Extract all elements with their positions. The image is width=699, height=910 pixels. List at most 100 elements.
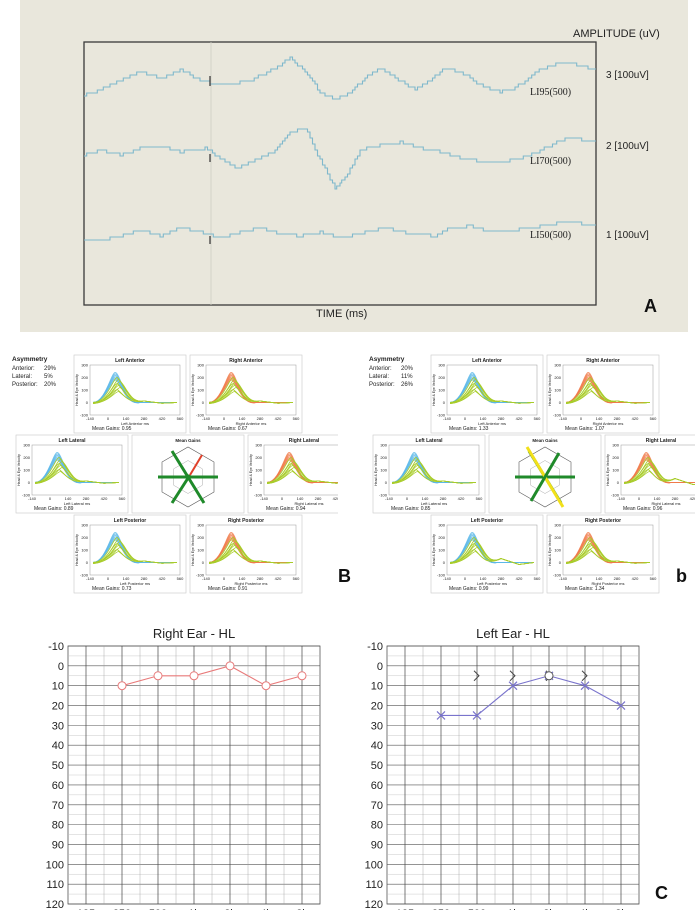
vhit-xtick: 140	[239, 576, 246, 581]
audiogram-ytick: 80	[52, 820, 64, 832]
vhit-panel-b: Asymmetry Anterior: 29% Lateral: 5% Posterior…	[8, 350, 338, 600]
audiogram-ytick: -10	[48, 641, 64, 653]
vhit-plot-ra: Right Anterior 300 200 100 0 -100-140 0 140 280 4…	[546, 354, 660, 434]
trace-channel-3: 3 [100uV]	[606, 70, 649, 81]
asymmetry-value: 20%	[44, 382, 57, 388]
trace-code-1: LI50(500)	[530, 230, 571, 241]
vhit-xtick: 420	[516, 576, 523, 581]
vhit-ytick: 200	[612, 455, 619, 460]
vhit-xtick: 280	[83, 496, 90, 501]
asymmetry-value: 29%	[44, 366, 57, 372]
vhit-xtick: 280	[498, 576, 505, 581]
vhit-plot-lp: Left Posterior 300 200 100 0 -100-140 0 140 280 4…	[73, 514, 187, 594]
audiogram-charts: Right Ear - HL-1001020304050607080901001…	[46, 626, 640, 910]
audiogram-point	[473, 670, 480, 682]
audiogram-ytick: 90	[52, 839, 64, 851]
vhit-mean-gain: Mean Gains: 0.95	[92, 426, 132, 432]
vhit-ytick: -100	[80, 413, 89, 418]
audiogram-ytick: -10	[367, 641, 383, 653]
vhit-ylabel: Head & Eye Velocity	[374, 454, 378, 486]
audiogram-ytick: 50	[52, 760, 64, 772]
panel-label-a: A	[644, 296, 657, 316]
vhit-xtick: 560	[293, 416, 300, 421]
vhit-xtick: 140	[654, 496, 661, 501]
trace-code-3: LI95(500)	[530, 87, 571, 98]
audiogram-point	[580, 681, 590, 691]
vhit-plot-ll: Left Lateral 300 200 100 0 -100-140 0 140 280 420…	[372, 434, 486, 514]
vhit-xlabel: Left Posterior ms	[477, 581, 507, 586]
vhit-ytick: 300	[81, 363, 88, 368]
audiogram-xtick: 4k	[579, 908, 591, 910]
vhit-ylabel: Head & Eye Velocity	[17, 454, 21, 486]
vhit-xtick: -140	[28, 496, 37, 501]
vhit-ylabel: Head & Eye Velocity	[249, 454, 253, 486]
vhit-ytick: 100	[380, 468, 387, 473]
vhit-xtick: 420	[333, 496, 338, 501]
asymmetry-value: 26%	[401, 382, 414, 388]
audiogram-ytick: 0	[377, 661, 383, 673]
audiogram-point	[508, 681, 518, 691]
vhit-ytick: 0	[559, 400, 562, 405]
asymmetry-label: Anterior:	[12, 366, 35, 372]
vhit-xtick: 280	[257, 576, 264, 581]
vhit-ytick: 0	[385, 480, 388, 485]
vhit-xlabel: Right Anterior ms	[236, 421, 267, 426]
vhit-mean-gain: Mean Gains: 1.33	[449, 426, 489, 432]
vhit-mean-gain: Mean Gains: 0.85	[391, 506, 431, 512]
vhit-ytick: 300	[438, 363, 445, 368]
vhit-ytick: 300	[255, 443, 262, 448]
vhit-ytick: 0	[443, 560, 446, 565]
vhit-xtick: 0	[638, 496, 641, 501]
audiogram-ytick: 100	[365, 859, 383, 871]
vhit-ytick: 200	[554, 535, 561, 540]
vhit-ylabel: Head & Eye Velocity	[548, 374, 552, 406]
vhit-plot-title: Left Posterior	[114, 518, 147, 524]
vhit-plot-title: Left Lateral	[416, 438, 444, 444]
asymmetry-label: Lateral:	[12, 374, 32, 380]
asymmetry-label: Posterior:	[369, 382, 395, 388]
audiogram-xtick: 500	[149, 908, 167, 910]
audiogram-title: Left Ear - HL	[476, 626, 550, 641]
audiogram-point	[153, 671, 163, 681]
vhit-plot-la: Left Anterior 300 200 100 0 -100-140 0 140 280 42…	[430, 354, 544, 434]
vhit-ytick: 300	[380, 443, 387, 448]
vhit-xlabel: Left Lateral ms	[421, 501, 447, 506]
asymmetry-label: Posterior:	[12, 382, 38, 388]
vhit-mean-gain: Mean Gains: 1.34	[565, 586, 605, 592]
vhit-ytick: 300	[81, 523, 88, 528]
vhit-xtick: 560	[119, 496, 126, 501]
vhit-xtick: 420	[275, 576, 282, 581]
vhit-xtick: 0	[464, 576, 467, 581]
vhit-plot-rl: Right Lateral 300 200 100 0 -100-140 0 140 280 42…	[604, 434, 695, 514]
vhit-mean-gain: Mean Gains: 0.96	[623, 506, 663, 512]
vhit-ytick: 200	[197, 375, 204, 380]
vhit-ytick: 100	[23, 468, 30, 473]
vhit-ytick: -100	[553, 413, 562, 418]
vhit-ytick: -100	[379, 493, 388, 498]
vhit-xtick: 280	[141, 416, 148, 421]
vhit-xtick: -140	[443, 416, 452, 421]
vhit-xtick: 140	[422, 496, 429, 501]
vhit-xtick: 140	[123, 416, 130, 421]
vhit-ytick: 200	[81, 535, 88, 540]
vhit-plot-title: Right Lateral	[646, 438, 677, 444]
amplitude-label: AMPLITUDE (uV)	[573, 28, 660, 40]
audiogram-ytick: 100	[46, 859, 64, 871]
audiogram-ytick: 110	[365, 879, 383, 891]
vhit-ytick: 0	[559, 560, 562, 565]
vhit-xtick: 0	[223, 576, 226, 581]
vhit-xtick: 280	[498, 416, 505, 421]
vhit-xtick: 0	[281, 496, 284, 501]
vhit-xtick: 0	[49, 496, 52, 501]
vhit-xtick: 140	[596, 416, 603, 421]
vhit-xtick: 280	[440, 496, 447, 501]
asymmetry-value: 20%	[401, 366, 414, 372]
vhit-xlabel: Right Anterior ms	[593, 421, 624, 426]
vhit-ylabel: Head & Eye Velocity	[75, 534, 79, 566]
audiogram-xtick: 125	[396, 908, 414, 910]
vhit-xtick: -140	[86, 576, 95, 581]
vhit-plot-title: Right Anterior	[229, 358, 262, 364]
vhit-ytick: 100	[612, 468, 619, 473]
vhit-xtick: 0	[464, 416, 467, 421]
vhit-xtick: 560	[177, 416, 184, 421]
